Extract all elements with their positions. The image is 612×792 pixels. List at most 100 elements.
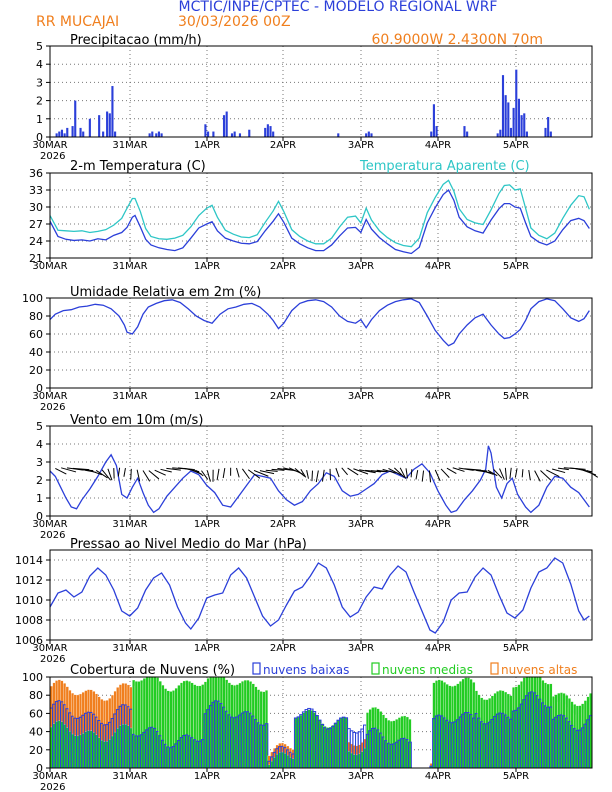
clouds-frame: [49, 676, 593, 769]
precip-bar: [108, 113, 111, 137]
y-tick-label: 21: [29, 252, 43, 265]
x-tick-label: 30MAR: [32, 261, 67, 272]
x-year-label: 2026: [40, 530, 65, 541]
y-tick-label: 80: [29, 689, 43, 702]
wind-barb: [546, 469, 560, 478]
wind-barb: [557, 467, 569, 471]
wind-barb: [160, 468, 172, 473]
y-tick-label: 2: [36, 95, 43, 108]
x-tick-label: 31MAR: [112, 391, 147, 402]
x-tick-label: 30MAR: [32, 771, 67, 782]
wind-barb: [154, 469, 166, 476]
precip-bar: [212, 131, 215, 137]
legend-mid-label: nuvens medias: [382, 663, 473, 677]
temp-panel: 21 24 27 30 33 36 30MAR 31MAR 1APR 2APR 3APR 4APR 5A…: [29, 159, 593, 272]
wind-barb: [315, 470, 319, 483]
x-year-label: 2026: [40, 402, 65, 413]
x-tick-label: 3APR: [348, 140, 374, 151]
y-tick-label: 3: [36, 456, 43, 469]
y-tick-label: 0: [36, 382, 43, 395]
x-tick-label: 30MAR: [32, 519, 67, 530]
y-tick-label: 27: [29, 218, 43, 231]
wind-barb: [353, 468, 369, 475]
precip-title: Precipitacao (mm/h): [70, 33, 202, 48]
y-tick-label: 1006: [15, 634, 43, 647]
wind-line: [49, 445, 590, 514]
wind-barb: [481, 470, 494, 475]
precip-bar: [102, 131, 105, 137]
wind-barb: [300, 469, 307, 478]
x-tick-label: 4APR: [425, 519, 451, 530]
y-tick-label: 80: [29, 310, 43, 323]
wind-barb: [294, 467, 306, 477]
rh-panel: 0 20 40 60 80 100 30MAR 31MAR 1APR 2APR 3APR 4APR 5A…: [22, 285, 593, 413]
precip-bar: [155, 133, 158, 137]
precip-bar: [269, 126, 272, 137]
wind-barb: [253, 469, 269, 477]
wind-panel: 0 1 2 3 4 5 30MAR 31MAR 1APR 2APR 3APR 4APR 5APR 2026…: [32, 413, 599, 541]
temp-series-1: [49, 179, 590, 248]
wind-barb: [130, 468, 132, 480]
x-tick-label: 31MAR: [112, 519, 147, 530]
precip-bar: [463, 126, 466, 137]
wind-barb: [61, 467, 77, 473]
precip-panel: 0 1 2 3 4 5 30MAR 31MAR 1APR 2APR 3APR 4APR 5APR 2026…: [32, 33, 593, 162]
precip-bar: [525, 131, 528, 137]
precip-bar: [430, 131, 433, 137]
wind-barb: [166, 467, 181, 471]
wind-barb: [487, 469, 498, 477]
precip-bar: [157, 131, 160, 137]
x-tick-label: 31MAR: [112, 140, 147, 151]
precip-bar: [58, 131, 61, 137]
precip-bar: [512, 107, 515, 137]
precip-bar: [499, 129, 502, 137]
legend-high-label: nuvens altas: [501, 663, 577, 677]
precip-bar: [272, 131, 275, 137]
wind-barb: [376, 469, 388, 473]
x-tick-label: 1APR: [194, 261, 220, 272]
rh-title: Umidade Relativa em 2m (%): [70, 285, 261, 300]
wind-barb: [452, 467, 465, 472]
wind-barb: [201, 470, 209, 480]
temp-title: 2-m Temperatura (C): [70, 159, 206, 174]
precip-bar: [222, 115, 226, 137]
x-year-label: 2026: [40, 151, 65, 162]
y-tick-label: 5: [36, 420, 43, 433]
y-tick-label: 33: [29, 184, 43, 197]
y-tick-label: 100: [22, 671, 43, 684]
rh-line: [49, 298, 590, 347]
precip-bar: [435, 126, 438, 137]
wind-barb: [195, 469, 204, 477]
x-tick-label: 3APR: [348, 261, 374, 272]
wind-barb: [446, 467, 457, 474]
wind-barb: [493, 469, 503, 479]
precip-bar: [225, 111, 228, 137]
precip-bar: [504, 95, 507, 137]
x-tick-label: 3APR: [348, 519, 374, 530]
y-tick-label: 40: [29, 726, 43, 739]
x-tick-label: 5APR: [503, 771, 529, 782]
wind-barb: [347, 467, 359, 476]
temp-apparent-legend: Temperatura Aparente (C): [359, 159, 530, 174]
x-tick-label: 31MAR: [112, 643, 147, 654]
y-tick-label: 1008: [15, 614, 43, 627]
wind-barb: [504, 467, 507, 480]
mslp-line: [49, 557, 590, 634]
precip-bar: [547, 116, 550, 137]
precip-bar: [74, 100, 77, 137]
wind-barb: [405, 468, 408, 479]
clouds-panel: 0 20 40 60 80 100 30MAR 31MAR 1APR 2APR 3APR 4APR 5A…: [22, 662, 593, 792]
precip-bar: [63, 133, 66, 137]
wind-barb: [222, 467, 226, 479]
y-tick-label: 24: [29, 235, 43, 248]
wind-barb: [55, 467, 67, 475]
station-coordinates: 60.9000W 2.4300N 70m: [371, 32, 543, 48]
x-tick-label: 30MAR: [32, 140, 67, 151]
wind-barb: [306, 470, 309, 479]
precip-bar: [509, 127, 513, 137]
wind-barb: [428, 470, 432, 483]
precip-bar: [71, 126, 74, 137]
y-tick-label: 1014: [15, 554, 43, 567]
precip-bar: [230, 133, 234, 137]
precip-bar: [88, 118, 91, 137]
